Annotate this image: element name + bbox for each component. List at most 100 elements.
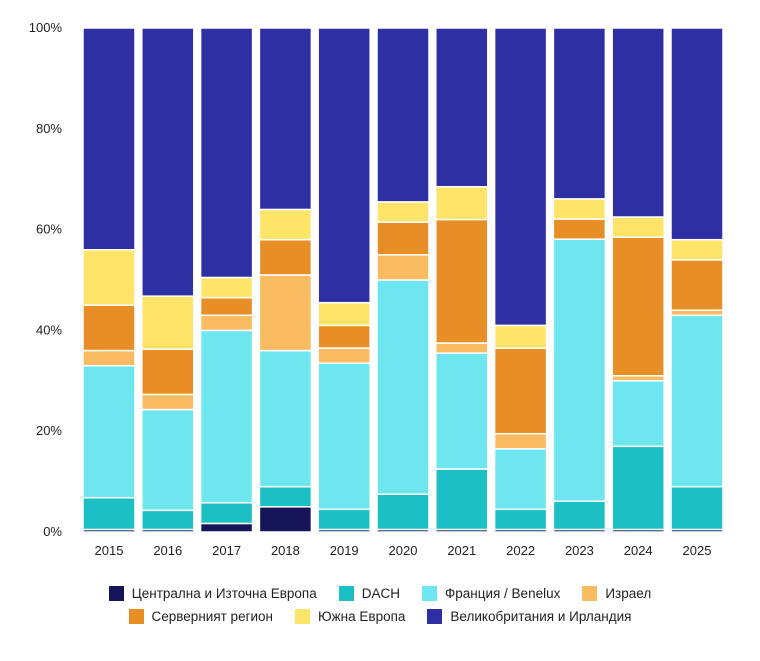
legend-label-israel: Израел: [605, 586, 652, 601]
bar-segment: [199, 314, 254, 332]
bar-segment: [611, 445, 665, 531]
bar-segment: [258, 485, 313, 508]
bar-segment: [317, 362, 371, 511]
bar-segment: [670, 238, 724, 261]
x-tick-label: 2017: [212, 543, 241, 558]
bar-segment: [258, 208, 313, 241]
bar-segment: [611, 236, 665, 377]
bar-segment: [82, 27, 136, 251]
bar-segment: [376, 201, 430, 223]
bar-segment: [376, 27, 430, 203]
bar-segment: [258, 27, 313, 211]
bar-segment: [493, 432, 548, 450]
bar-segment: [317, 27, 371, 304]
bar-segment: [258, 349, 313, 488]
legend-label-france-benelux: Франция / Benelux: [444, 586, 561, 601]
bar-segment: [435, 342, 489, 354]
x-tick-label: 2025: [683, 543, 712, 558]
x-tick-label: 2016: [153, 543, 182, 558]
bar-segment: [435, 218, 489, 344]
legend-swatch-israel: [582, 586, 598, 601]
bar-segment: [317, 301, 371, 327]
legend-item-nordics: Серверният регион: [128, 609, 274, 624]
legend-swatch-cee: [108, 586, 124, 601]
legend-item-uk-ireland: Великобритания и Ирландия: [427, 609, 631, 624]
y-tick-label: 60%: [36, 222, 62, 237]
legend-item-israel: Израел: [582, 586, 651, 601]
bar-segment: [493, 448, 548, 511]
bar-segment: [141, 509, 195, 531]
x-tick-label: 2022: [506, 543, 535, 558]
bar-segment: [670, 314, 724, 488]
bar-segment: [82, 364, 136, 499]
bar-segment: [199, 27, 254, 279]
bar-segment: [435, 468, 489, 531]
legend-item-france-benelux: Франция / Benelux: [421, 586, 561, 601]
y-tick-label: 80%: [36, 121, 62, 136]
legend-item-southern-europe: Южна Европа: [295, 609, 405, 624]
bar-segment: [611, 216, 665, 238]
legend-item-dach: DACH: [338, 586, 400, 601]
bar-segment: [376, 279, 430, 495]
legend-row-2: Серверният регион Южна Европа Великобрит…: [0, 609, 760, 624]
bar-segment: [435, 27, 489, 188]
bar-segment: [141, 408, 195, 512]
x-tick-label: 2020: [389, 543, 418, 558]
bar-segment: [199, 276, 254, 299]
x-tick-label: 2024: [624, 543, 653, 558]
bar-segment: [670, 309, 724, 317]
bar-segment: [376, 254, 430, 281]
legend-swatch-nordics: [128, 609, 144, 624]
bar-segment: [552, 500, 607, 531]
bar-segment: [82, 349, 136, 367]
bar-segment: [552, 198, 607, 220]
bar-segment: [141, 27, 195, 297]
bar-segment: [552, 218, 607, 240]
x-tick-label: 2018: [271, 543, 300, 558]
legend-label-southern-europe: Южна Европа: [318, 609, 406, 624]
x-tick-label: 2021: [447, 543, 476, 558]
bar-segment: [376, 221, 430, 256]
bar-segment: [670, 485, 724, 531]
x-tick-label: 2023: [565, 543, 594, 558]
bar-segment: [258, 506, 313, 533]
bar-segment: [258, 274, 313, 352]
legend-swatch-uk-ireland: [427, 609, 443, 624]
bar-segment: [435, 186, 489, 221]
bar-segment: [199, 296, 254, 317]
bar-segment: [493, 508, 548, 531]
legend-label-cee: Централна и Източна Европа: [131, 586, 317, 601]
bar-segment: [82, 496, 136, 531]
bar-segment: [552, 238, 607, 503]
bar-segment: [493, 347, 548, 435]
chart-legend: Централна и Източна Европа DACH Франция …: [0, 586, 760, 632]
bar-segment: [82, 304, 136, 352]
bar-segment: [317, 347, 371, 364]
bar-segment: [552, 27, 607, 200]
bar-segment: [670, 259, 724, 311]
bar-segment: [493, 324, 548, 349]
legend-swatch-southern-europe: [295, 609, 311, 624]
bar-segment: [611, 27, 665, 218]
bar-segment: [611, 375, 665, 382]
y-tick-label: 100%: [29, 20, 63, 35]
bar-segment: [317, 324, 371, 349]
y-tick-label: 0%: [43, 524, 62, 539]
bar-segment: [670, 27, 724, 241]
bar-segment: [199, 502, 254, 525]
bar-segment: [258, 238, 313, 276]
y-tick-label: 20%: [36, 423, 62, 438]
legend-label-dach: DACH: [361, 586, 400, 601]
bar-segment: [376, 493, 430, 531]
bar-segment: [611, 380, 665, 448]
bar-segment: [199, 522, 254, 533]
x-tick-label: 2019: [330, 543, 359, 558]
legend-label-nordics: Серверният регион: [151, 609, 274, 624]
bar-segment: [141, 393, 195, 411]
bar-segment: [435, 352, 489, 470]
legend-item-cee: Централна и Източна Европа: [108, 586, 317, 601]
bar-segment: [141, 348, 195, 396]
bar-segment: [141, 295, 195, 350]
legend-swatch-france-benelux: [421, 586, 437, 601]
